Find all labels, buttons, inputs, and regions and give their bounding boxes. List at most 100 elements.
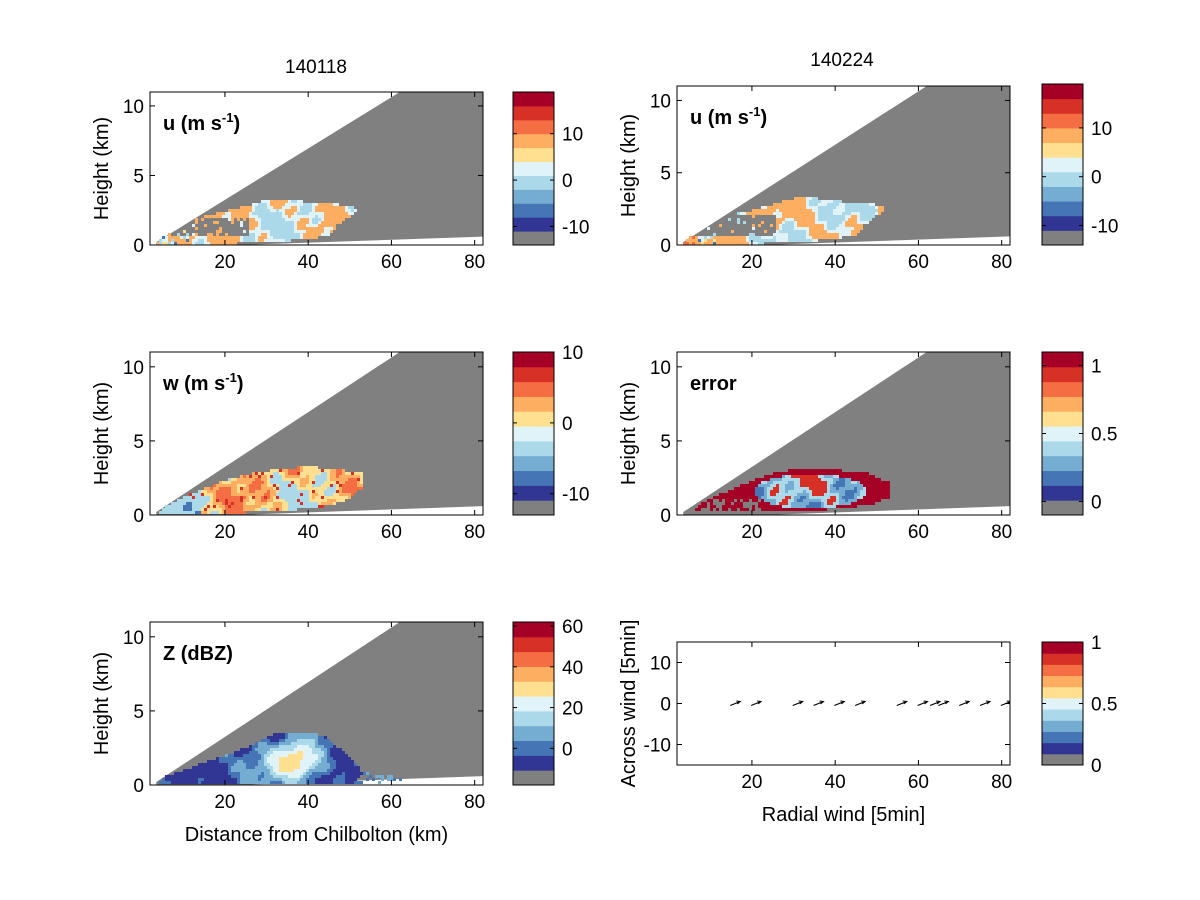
colorbar: 60 40 20 0 [512, 617, 583, 786]
colorbar-tick-label: 0 [1091, 756, 1102, 777]
y-tick-label: 0 [133, 236, 144, 257]
colorbar-segment [513, 352, 554, 368]
x-tick-label: 80 [991, 772, 1012, 793]
masked-region [156, 622, 483, 785]
wind-arrow [792, 700, 804, 707]
colorbar-segment [513, 411, 554, 427]
colorbar-tick-label: -10 [1091, 216, 1118, 237]
colorbar-segment [513, 147, 554, 163]
colorbar-segment [1042, 697, 1083, 710]
y-axis-label: Height (km) [91, 117, 113, 220]
colorbar-segment [1042, 742, 1083, 755]
colorbar-segment [1042, 381, 1083, 397]
wind-arrow [854, 700, 867, 707]
col-title-140118: 140118 [285, 57, 347, 78]
x-tick-label: 80 [464, 792, 485, 813]
panel-Z-140118: 20 40 60 80 0 5 10 Height (km) Distance from Chi… [91, 617, 583, 846]
colorbar-segment [1042, 664, 1083, 677]
colorbar-segment [1042, 396, 1083, 412]
wind-arrow [929, 700, 942, 707]
wind-arrow [750, 700, 763, 707]
colorbar-tick-label: -10 [562, 485, 589, 506]
field-cells [159, 466, 363, 514]
plot-area [683, 352, 1010, 515]
wind-arrow [917, 700, 929, 707]
colorbar-segment [513, 485, 554, 501]
colorbar-segment [513, 396, 554, 412]
colorbar-segment [513, 651, 554, 667]
colorbar-tick-label: 10 [562, 343, 583, 364]
colorbar-segment [513, 696, 554, 712]
plot-area [683, 86, 1010, 245]
colorbar-segment [1042, 642, 1083, 654]
y-tick-label: 10 [123, 358, 144, 379]
colorbar-segment [513, 133, 554, 149]
colorbar-segment [1042, 215, 1083, 231]
colorbar-tick-label: 60 [562, 617, 583, 638]
y-tick-label: 5 [660, 432, 671, 453]
x-tick-label: 60 [908, 522, 929, 543]
y-tick-label: 10 [650, 654, 671, 675]
colorbar-segment [513, 770, 554, 786]
colorbar-tick-label: 20 [562, 699, 583, 720]
x-tick-label: 80 [991, 522, 1012, 543]
y-axis-label: Height (km) [91, 382, 113, 485]
colorbar-segment [513, 366, 554, 383]
y-axis-label: Height (km) [618, 382, 640, 485]
masked-region [683, 352, 1010, 515]
colorbar-segment [513, 666, 554, 682]
wind-arrow [834, 700, 846, 707]
colorbar-segment [513, 231, 554, 246]
x-tick-label: 40 [825, 772, 846, 793]
field-cells [683, 197, 884, 245]
y-tick-label: 0 [133, 506, 144, 527]
axes-frame [149, 91, 484, 246]
y-tick-label: 5 [133, 432, 144, 453]
x-tick-label: 80 [464, 252, 485, 273]
x-tick-label: 60 [381, 522, 402, 543]
colorbar-segment [513, 755, 554, 771]
colorbar-segment [513, 440, 554, 457]
colorbar-segment [513, 725, 554, 742]
colorbar-tick-label: 0 [562, 171, 573, 192]
y-tick-label: -10 [644, 736, 671, 757]
wind-arrow [813, 700, 825, 707]
y-tick-label: 0 [660, 695, 671, 716]
colorbar-tick-label: -10 [562, 217, 589, 238]
colorbar-tick-label: 0.5 [1091, 425, 1117, 446]
x-tick-label: 60 [908, 772, 929, 793]
masked-region [156, 352, 483, 515]
y-axis-label: Height (km) [91, 652, 113, 755]
x-tick-label: 20 [214, 522, 235, 543]
x-tick-label: 80 [991, 252, 1012, 273]
colorbar-segment [513, 470, 554, 486]
colorbar-tick-label: 10 [562, 125, 583, 146]
wind-arrow [938, 700, 950, 707]
colorbar-segment [513, 105, 554, 121]
colorbar-segment [1042, 720, 1083, 732]
colorbar: 10 0 -10 [512, 343, 589, 516]
colorbar-segment [513, 189, 554, 204]
y-tick-label: 10 [123, 97, 144, 118]
y-tick-label: 0 [133, 776, 144, 797]
wind-arrow [979, 700, 992, 707]
plot-area [156, 622, 483, 785]
wind-arrow [730, 700, 742, 707]
colorbar-segment [1042, 485, 1083, 501]
x-tick-label: 80 [464, 522, 485, 543]
colorbar-segment [1042, 500, 1083, 516]
y-tick-label: 10 [650, 358, 671, 379]
masked-region [156, 92, 483, 245]
colorbar-tick-label: 0 [562, 739, 573, 760]
y-axis-label: Height (km) [618, 114, 640, 217]
colorbar-segment [1042, 440, 1083, 457]
colorbar-segment [1042, 675, 1083, 688]
plot-area [156, 92, 483, 245]
x-tick-label: 20 [214, 792, 235, 813]
panel-u-140118: 20 40 60 80 0 5 10 Height (km) u (m s-1) 10 0 -10 [91, 91, 589, 273]
x-tick-label: 20 [741, 772, 762, 793]
colorbar-segment [1042, 352, 1083, 368]
colorbar-segment [513, 426, 554, 442]
